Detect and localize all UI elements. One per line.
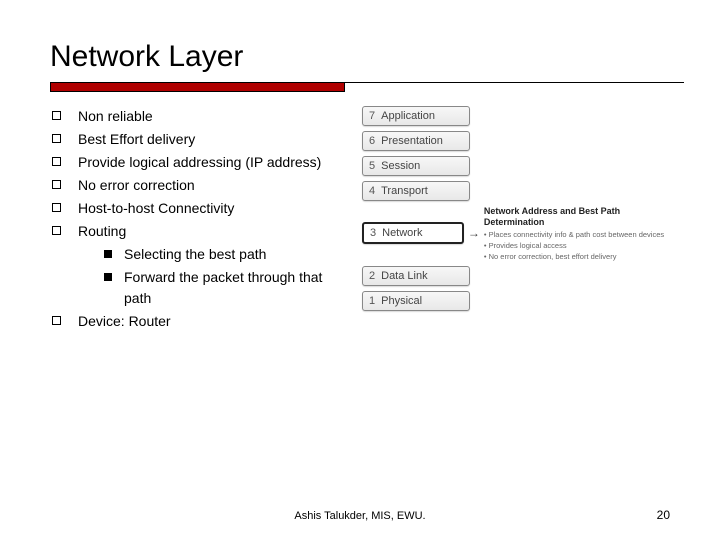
osi-row: 5 Session bbox=[362, 156, 670, 176]
sub-text: Forward the packet through that path bbox=[124, 269, 322, 306]
osi-layer-session: 5 Session bbox=[362, 156, 470, 176]
osi-row: 6 Presentation bbox=[362, 131, 670, 151]
osi-layer-transport: 4 Transport bbox=[362, 181, 470, 201]
bullet-box-icon bbox=[52, 111, 61, 120]
bullet-box-icon bbox=[52, 316, 61, 325]
osi-row: 3 Network → Network Address and Best Pat… bbox=[362, 206, 670, 261]
bullet-column: Non reliable Best Effort delivery Provid… bbox=[50, 106, 350, 334]
osi-label: Presentation bbox=[381, 135, 443, 147]
osi-layer-network: 3 Network bbox=[362, 222, 464, 244]
bullet-square-icon bbox=[104, 250, 112, 258]
bullet-box-icon bbox=[52, 157, 61, 166]
osi-label: Application bbox=[381, 110, 435, 122]
bullet-box-icon bbox=[52, 180, 61, 189]
bullet-text: Device: Router bbox=[78, 313, 171, 329]
bullet-item: No error correction bbox=[50, 175, 350, 196]
note-line: • No error correction, best effort deliv… bbox=[484, 252, 670, 261]
osi-label: Network bbox=[382, 227, 422, 239]
osi-layer-datalink: 2 Data Link bbox=[362, 266, 470, 286]
page-title: Network Layer bbox=[50, 40, 670, 74]
sub-item: Forward the packet through that path bbox=[78, 267, 350, 309]
note-line: • Places connectivity info & path cost b… bbox=[484, 230, 670, 239]
bullet-text: Best Effort delivery bbox=[78, 131, 195, 147]
osi-label: Physical bbox=[381, 295, 422, 307]
osi-label: Transport bbox=[381, 185, 428, 197]
osi-row: 4 Transport bbox=[362, 181, 670, 201]
note-line: • Provides logical access bbox=[484, 241, 670, 250]
bullet-box-icon bbox=[52, 226, 61, 235]
osi-label: Data Link bbox=[381, 270, 427, 282]
osi-column: 7 Application 6 Presentation 5 Session bbox=[358, 106, 670, 334]
slide: Network Layer Non reliable Best Effort d… bbox=[0, 0, 720, 540]
sub-text: Selecting the best path bbox=[124, 246, 266, 262]
osi-stack: 7 Application 6 Presentation 5 Session bbox=[362, 106, 670, 311]
bullet-item: Routing Selecting the best path Forward … bbox=[50, 221, 350, 309]
bullet-item: Non reliable bbox=[50, 106, 350, 127]
arrow-icon: → bbox=[468, 226, 480, 240]
osi-layer-application: 7 Application bbox=[362, 106, 470, 126]
osi-row: 2 Data Link bbox=[362, 266, 670, 286]
osi-layer-physical: 1 Physical bbox=[362, 291, 470, 311]
bullet-box-icon bbox=[52, 203, 61, 212]
sub-item: Selecting the best path bbox=[78, 244, 350, 265]
osi-num: 3 bbox=[370, 227, 376, 239]
osi-row: 1 Physical bbox=[362, 291, 670, 311]
bullet-text: Host-to-host Connectivity bbox=[78, 200, 234, 216]
title-rule bbox=[50, 82, 345, 92]
bullet-text: Provide logical addressing (IP address) bbox=[78, 154, 321, 170]
osi-num: 6 bbox=[369, 135, 375, 147]
footer-text: Ashis Talukder, MIS, EWU. bbox=[0, 510, 720, 522]
osi-note: Network Address and Best Path Determinat… bbox=[484, 206, 670, 261]
bullet-item: Host-to-host Connectivity bbox=[50, 198, 350, 219]
osi-num: 2 bbox=[369, 270, 375, 282]
osi-num: 7 bbox=[369, 110, 375, 122]
bullet-square-icon bbox=[104, 273, 112, 281]
osi-num: 4 bbox=[369, 185, 375, 197]
bullet-box-icon bbox=[52, 134, 61, 143]
osi-num: 5 bbox=[369, 160, 375, 172]
bullet-list: Non reliable Best Effort delivery Provid… bbox=[50, 106, 350, 332]
bullet-item: Device: Router bbox=[50, 311, 350, 332]
page-number: 20 bbox=[657, 508, 670, 522]
bullet-text: Non reliable bbox=[78, 108, 153, 124]
bullet-text: No error correction bbox=[78, 177, 195, 193]
note-title: Network Address and Best Path Determinat… bbox=[484, 206, 670, 228]
bullet-item: Best Effort delivery bbox=[50, 129, 350, 150]
content-area: Non reliable Best Effort delivery Provid… bbox=[50, 106, 670, 334]
bullet-item: Provide logical addressing (IP address) bbox=[50, 152, 350, 173]
osi-num: 1 bbox=[369, 295, 375, 307]
osi-layer-presentation: 6 Presentation bbox=[362, 131, 470, 151]
osi-label: Session bbox=[381, 160, 420, 172]
osi-row: 7 Application bbox=[362, 106, 670, 126]
sub-list: Selecting the best path Forward the pack… bbox=[78, 244, 350, 309]
bullet-text: Routing bbox=[78, 223, 126, 239]
